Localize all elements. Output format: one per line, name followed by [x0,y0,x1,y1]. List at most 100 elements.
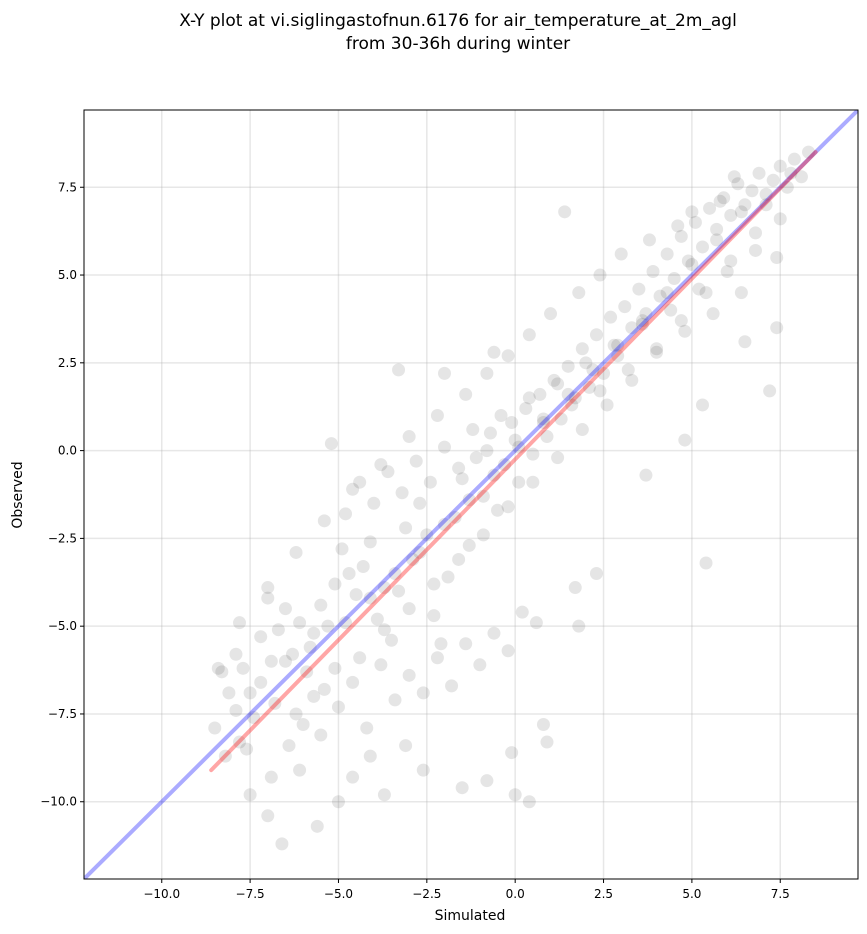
x-tick-label: 7.5 [771,887,790,901]
scatter-point [734,205,748,219]
scatter-point [328,577,342,591]
scatter-point [208,721,222,735]
scatter-point [738,335,752,349]
scatter-point [522,391,536,405]
scatter-point [455,472,469,486]
scatter-point [780,180,794,194]
scatter-point [314,598,328,612]
scatter-point [593,268,607,282]
scatter-point [356,559,370,573]
scatter-point [512,475,526,489]
scatter-point [448,510,462,524]
scatter-point [589,567,603,581]
scatter-point [483,426,497,440]
data-points [208,145,816,851]
scatter-point [561,359,575,373]
scatter-point [699,286,713,300]
scatter-point [802,145,816,159]
scatter-point [512,440,526,454]
scatter-point [710,233,724,247]
scatter-point [745,184,759,198]
scatter-point [303,640,317,654]
scatter-point [667,272,681,286]
scatter-point [625,373,639,387]
scatter-point [455,781,469,795]
scatter-point [268,696,282,710]
scatter-point [491,503,505,517]
scatter-point [370,612,384,626]
scatter-point [674,314,688,328]
scatter-point [681,254,695,268]
scatter-point [487,468,501,482]
scatter-point [703,201,717,215]
scatter-point [229,647,243,661]
scatter-point [731,177,745,191]
scatter-point [685,258,699,272]
scatter-point [420,528,434,542]
x-tick-label: −7.5 [236,887,265,901]
scatter-point [536,412,550,426]
scatter-point [381,465,395,479]
scatter-point [572,619,586,633]
scatter-point [604,310,618,324]
scatter-point [346,675,360,689]
scatter-point [692,282,706,296]
scatter-point [639,307,653,321]
scatter-point [536,416,550,430]
scatter-point [759,187,773,201]
scatter-point [688,215,702,229]
scatter-point [427,609,441,623]
scatter-point [286,647,300,661]
scatter-point [243,788,257,802]
y-tick-label: 2.5 [58,356,77,370]
scatter-point [307,689,321,703]
grid [84,110,858,879]
scatter-point [724,254,738,268]
scatter-point [508,788,522,802]
x-tick-label: −10.0 [143,887,180,901]
scatter-point [540,735,554,749]
scatter-point [621,363,635,377]
scatter-point [473,658,487,672]
scatter-point [575,342,589,356]
scatter-point [710,222,724,236]
scatter-point [544,307,558,321]
scatter-point [558,205,572,219]
scatter-point [392,363,406,377]
x-tick-label: −5.0 [324,887,353,901]
scatter-point [727,170,741,184]
scatter-point [766,173,780,187]
scatter-point [582,380,596,394]
scatter-point [395,486,409,500]
scatter-point [321,619,335,633]
scatter-point [289,707,303,721]
scatter-point [749,243,763,257]
y-tick-label: −5.0 [48,619,77,633]
scatter-point [331,700,345,714]
scatter-point [650,342,664,356]
scatter-point [402,668,416,682]
scatter-point [409,454,423,468]
scatter-point [501,644,515,658]
x-axis-label: Simulated [435,908,506,924]
scatter-point [508,433,522,447]
scatter-point [660,286,674,300]
scatter-point [462,493,476,507]
y-tick-label: 5.0 [58,268,77,282]
scatter-point [519,401,533,415]
scatter-point [501,500,515,514]
scatter-point [695,240,709,254]
scatter-point [480,366,494,380]
scatter-point [505,746,519,760]
scatter-point [752,166,766,180]
scatter-point [399,739,413,753]
scatter-point [437,366,451,380]
x-tick-label: 2.5 [594,887,613,901]
scatter-point [264,770,278,784]
scatter-point [222,686,236,700]
scatter-point [233,616,247,630]
scatter-point [660,247,674,261]
scatter-point [678,433,692,447]
scatter-point [278,602,292,616]
